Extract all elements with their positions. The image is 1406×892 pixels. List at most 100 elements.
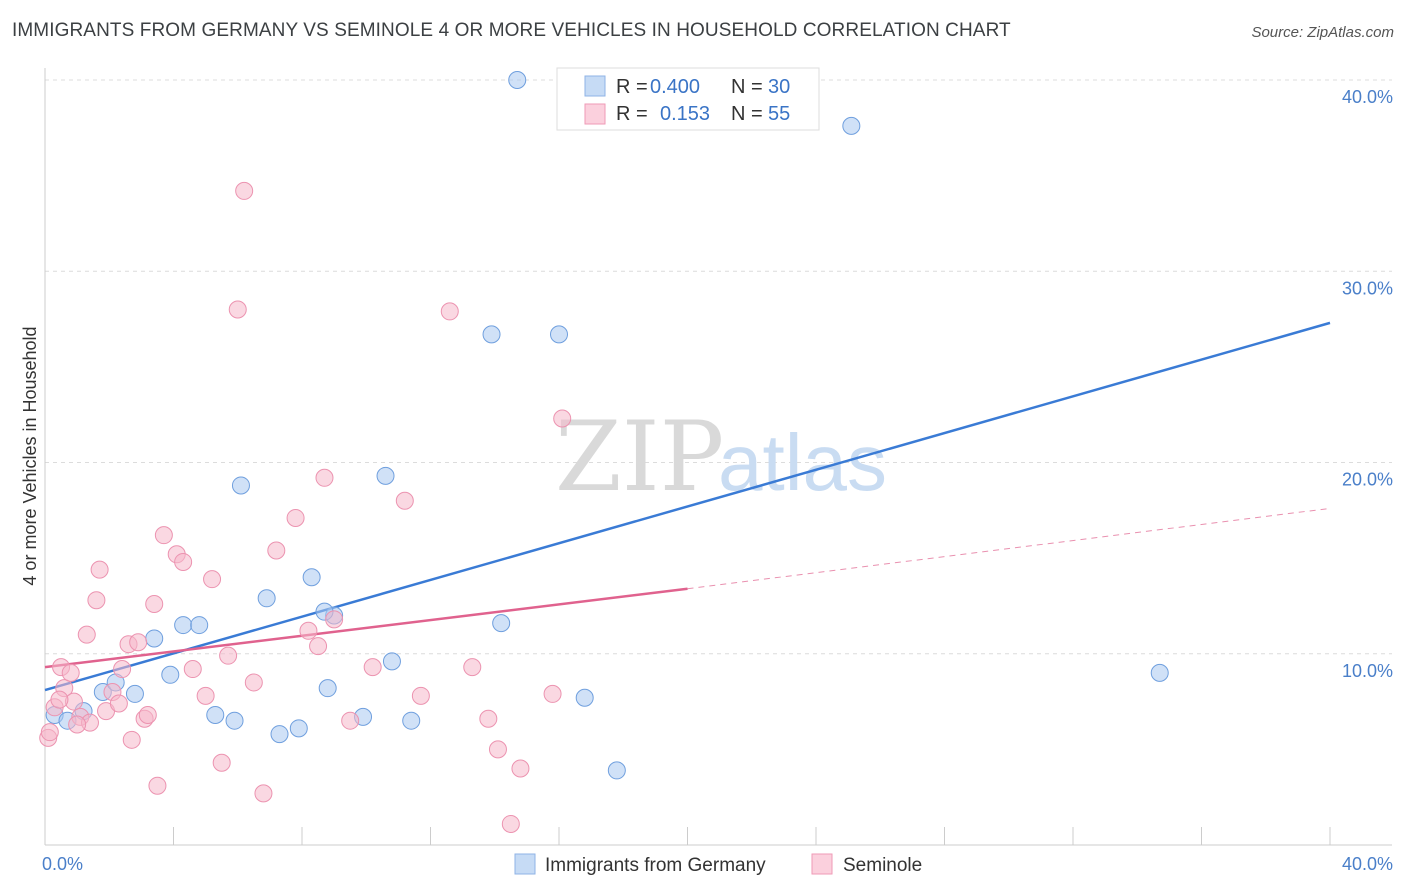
y-axis-label: 4 or more Vehicles in Household [20,326,40,585]
data-point-germany [1150,663,1169,682]
data-point-seminole [203,570,222,589]
y-tick-label: 20.0% [1342,470,1393,490]
data-point-seminole [68,715,87,734]
data-point-germany [575,688,594,707]
y-tick-label: 40.0% [1342,87,1393,107]
trend-line-germany [44,321,1331,692]
legend-n-value-germany: 30 [768,76,790,98]
data-point-germany [225,711,244,730]
data-point-seminole [109,694,128,713]
legend-r-label: R = [616,103,648,125]
y-tick-labels: 10.0% 20.0% 30.0% 40.0% [1342,87,1393,681]
bottom-legend: Immigrants from Germany Seminole [514,853,922,876]
legend-n-label: N = [731,103,763,125]
watermark: ZIP atlas [555,401,887,513]
data-point-germany [190,616,209,635]
data-point-seminole [183,660,202,679]
data-point-seminole [138,705,157,724]
data-point-seminole [196,686,215,705]
data-point-seminole [113,660,132,679]
data-point-germany [482,325,501,344]
data-point-seminole [511,759,530,778]
data-point-seminole [267,541,286,560]
x-tick-label: 40.0% [1342,854,1393,874]
data-point-seminole [90,560,109,579]
data-point-germany [206,705,225,724]
bottom-legend-swatch-seminole [811,853,833,875]
data-point-seminole [463,658,482,677]
data-point-germany [145,629,164,648]
trend-line-seminole [44,587,688,669]
data-point-seminole [309,637,328,656]
data-point-seminole [40,723,59,742]
data-point-seminole [363,658,382,677]
watermark-atlas: atlas [718,418,887,507]
data-points [39,71,1169,833]
data-point-seminole [50,690,69,709]
y-tick-label: 10.0% [1342,661,1393,681]
data-point-seminole [212,753,231,772]
data-point-germany [492,614,511,633]
data-point-seminole [77,625,96,644]
data-point-germany [125,684,144,703]
data-point-seminole [553,409,572,428]
data-point-seminole [129,633,148,652]
data-point-seminole [235,181,254,200]
chart-title: IMMIGRANTS FROM GERMANY VS SEMINOLE 4 OR… [12,20,1011,41]
data-point-germany [402,711,421,730]
legend-swatch-germany [584,75,606,97]
data-point-seminole [325,610,344,629]
data-point-germany [842,116,861,135]
data-point-seminole [440,302,459,321]
bottom-legend-label-germany: Immigrants from Germany [545,855,766,876]
watermark-zip: ZIP [555,401,724,513]
data-point-seminole [61,663,80,682]
data-point-germany [257,589,276,608]
grid-lines [45,79,1392,655]
legend-r-label: R = [616,76,648,98]
data-point-seminole [315,468,334,487]
data-point-seminole [501,814,520,833]
data-point-germany [270,725,289,744]
data-point-seminole [286,508,305,527]
data-point-germany [174,616,193,635]
x-tick-labels: 0.0% 40.0% [42,854,1393,874]
data-point-germany [382,652,401,671]
data-point-seminole [479,709,498,728]
data-point-germany [318,679,337,698]
data-point-germany [607,761,626,780]
data-point-seminole [87,591,106,610]
bottom-legend-label-seminole: Seminole [843,855,922,876]
data-point-seminole [122,730,141,749]
data-point-germany [289,719,308,738]
data-point-germany [231,476,250,495]
bottom-legend-swatch-germany [514,853,536,875]
axes [44,68,1392,846]
data-point-seminole [219,646,238,665]
trend-line-extension-seminole [687,507,1331,590]
data-point-seminole [254,784,273,803]
legend-swatch-seminole [584,103,606,125]
data-point-seminole [341,711,360,730]
legend-n-label: N = [731,76,763,98]
trend-lines [44,321,1331,692]
data-point-seminole [154,526,173,545]
source-label: Source: ZipAtlas.com [1251,24,1394,41]
data-point-seminole [174,552,193,571]
data-point-seminole [411,686,430,705]
data-point-germany [508,71,527,89]
data-point-seminole [299,621,318,640]
data-point-seminole [228,300,247,319]
data-point-germany [302,568,321,587]
data-point-germany [550,325,568,344]
data-point-germany [376,466,395,485]
legend-r-value-germany: 0.400 [650,76,700,98]
legend-r-value-seminole: 0.153 [660,103,710,125]
data-point-seminole [395,491,414,510]
x-tick-label: 0.0% [42,854,83,874]
data-point-seminole [488,740,507,759]
y-tick-label: 30.0% [1342,278,1393,298]
top-legend: R = 0.400 N = 30 R = 0.153 N = 55 [556,67,820,131]
data-point-seminole [145,595,164,614]
